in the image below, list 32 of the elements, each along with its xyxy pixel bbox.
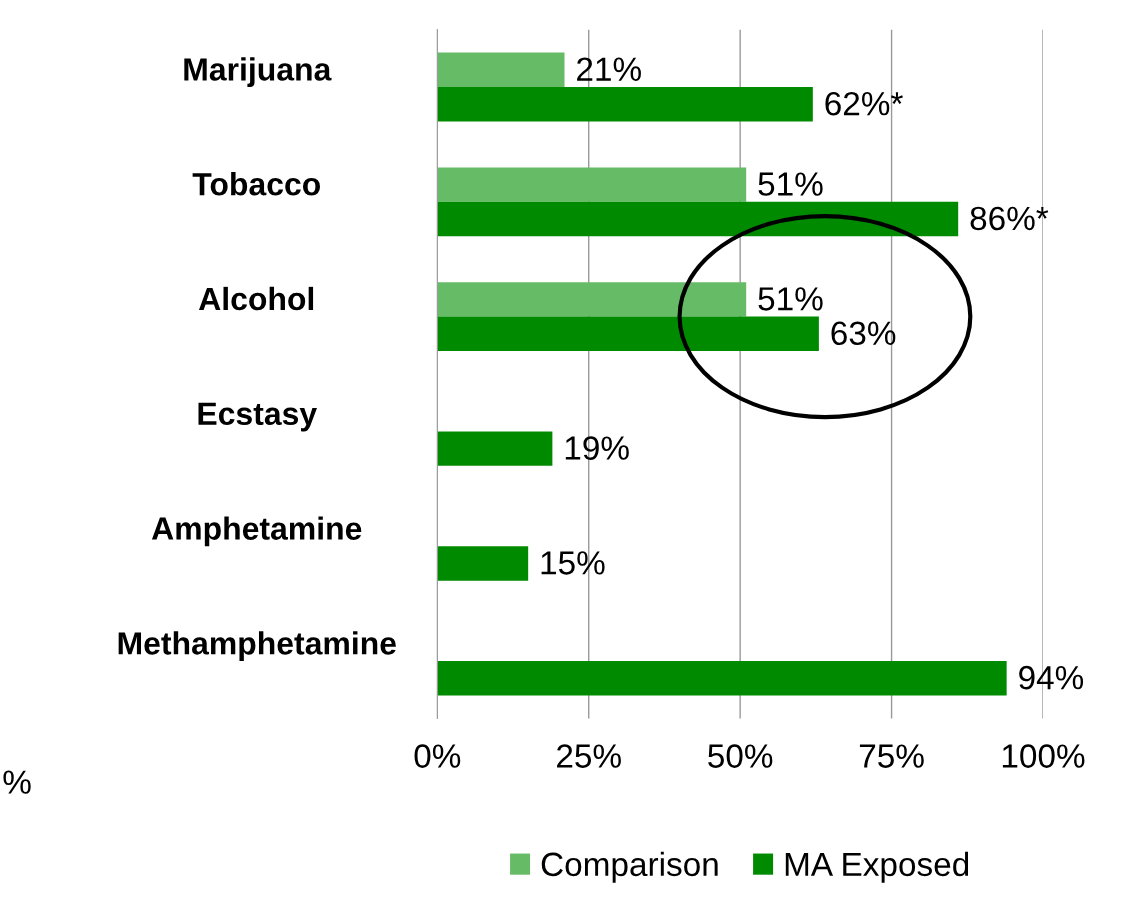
data-label: 94% <box>1019 665 1084 690</box>
data-label: 63% <box>831 321 896 346</box>
bar <box>437 87 813 122</box>
bar <box>437 431 553 466</box>
data-label: 15% <box>541 551 605 575</box>
x-tick-label: 25% <box>557 744 621 768</box>
y-tick-label: Ecstasy <box>198 402 317 432</box>
bar <box>437 282 747 317</box>
x-tick-label: 50% <box>708 744 773 768</box>
legend-label: MA Exposed <box>785 851 969 883</box>
y-tick-label: Amphetamine <box>151 516 362 547</box>
y-tick-label: Tobacco <box>192 172 321 196</box>
x-tick-label: 0% <box>414 744 461 768</box>
bar <box>437 316 819 352</box>
data-label: 19% <box>565 436 629 460</box>
y-tick-label: Marijuana <box>184 57 332 88</box>
y-tick-label: Alcohol <box>198 286 314 311</box>
y-tick-label: Methamphetamine <box>118 631 396 661</box>
x-tick-label: 100% <box>1002 744 1085 768</box>
data-label: 86%* <box>970 206 1049 231</box>
text: % <box>3 770 31 794</box>
legend-label: Comparison <box>541 851 718 883</box>
data-label: 51% <box>758 287 823 311</box>
x-tick-label: 75% <box>859 744 924 768</box>
bar <box>437 661 1007 696</box>
bar <box>437 167 747 202</box>
bar <box>437 201 959 237</box>
bar <box>437 52 565 88</box>
data-label: 21% <box>577 57 641 81</box>
bar <box>437 546 529 581</box>
data-label: 51% <box>758 172 823 196</box>
data-label: 62%* <box>825 91 903 116</box>
